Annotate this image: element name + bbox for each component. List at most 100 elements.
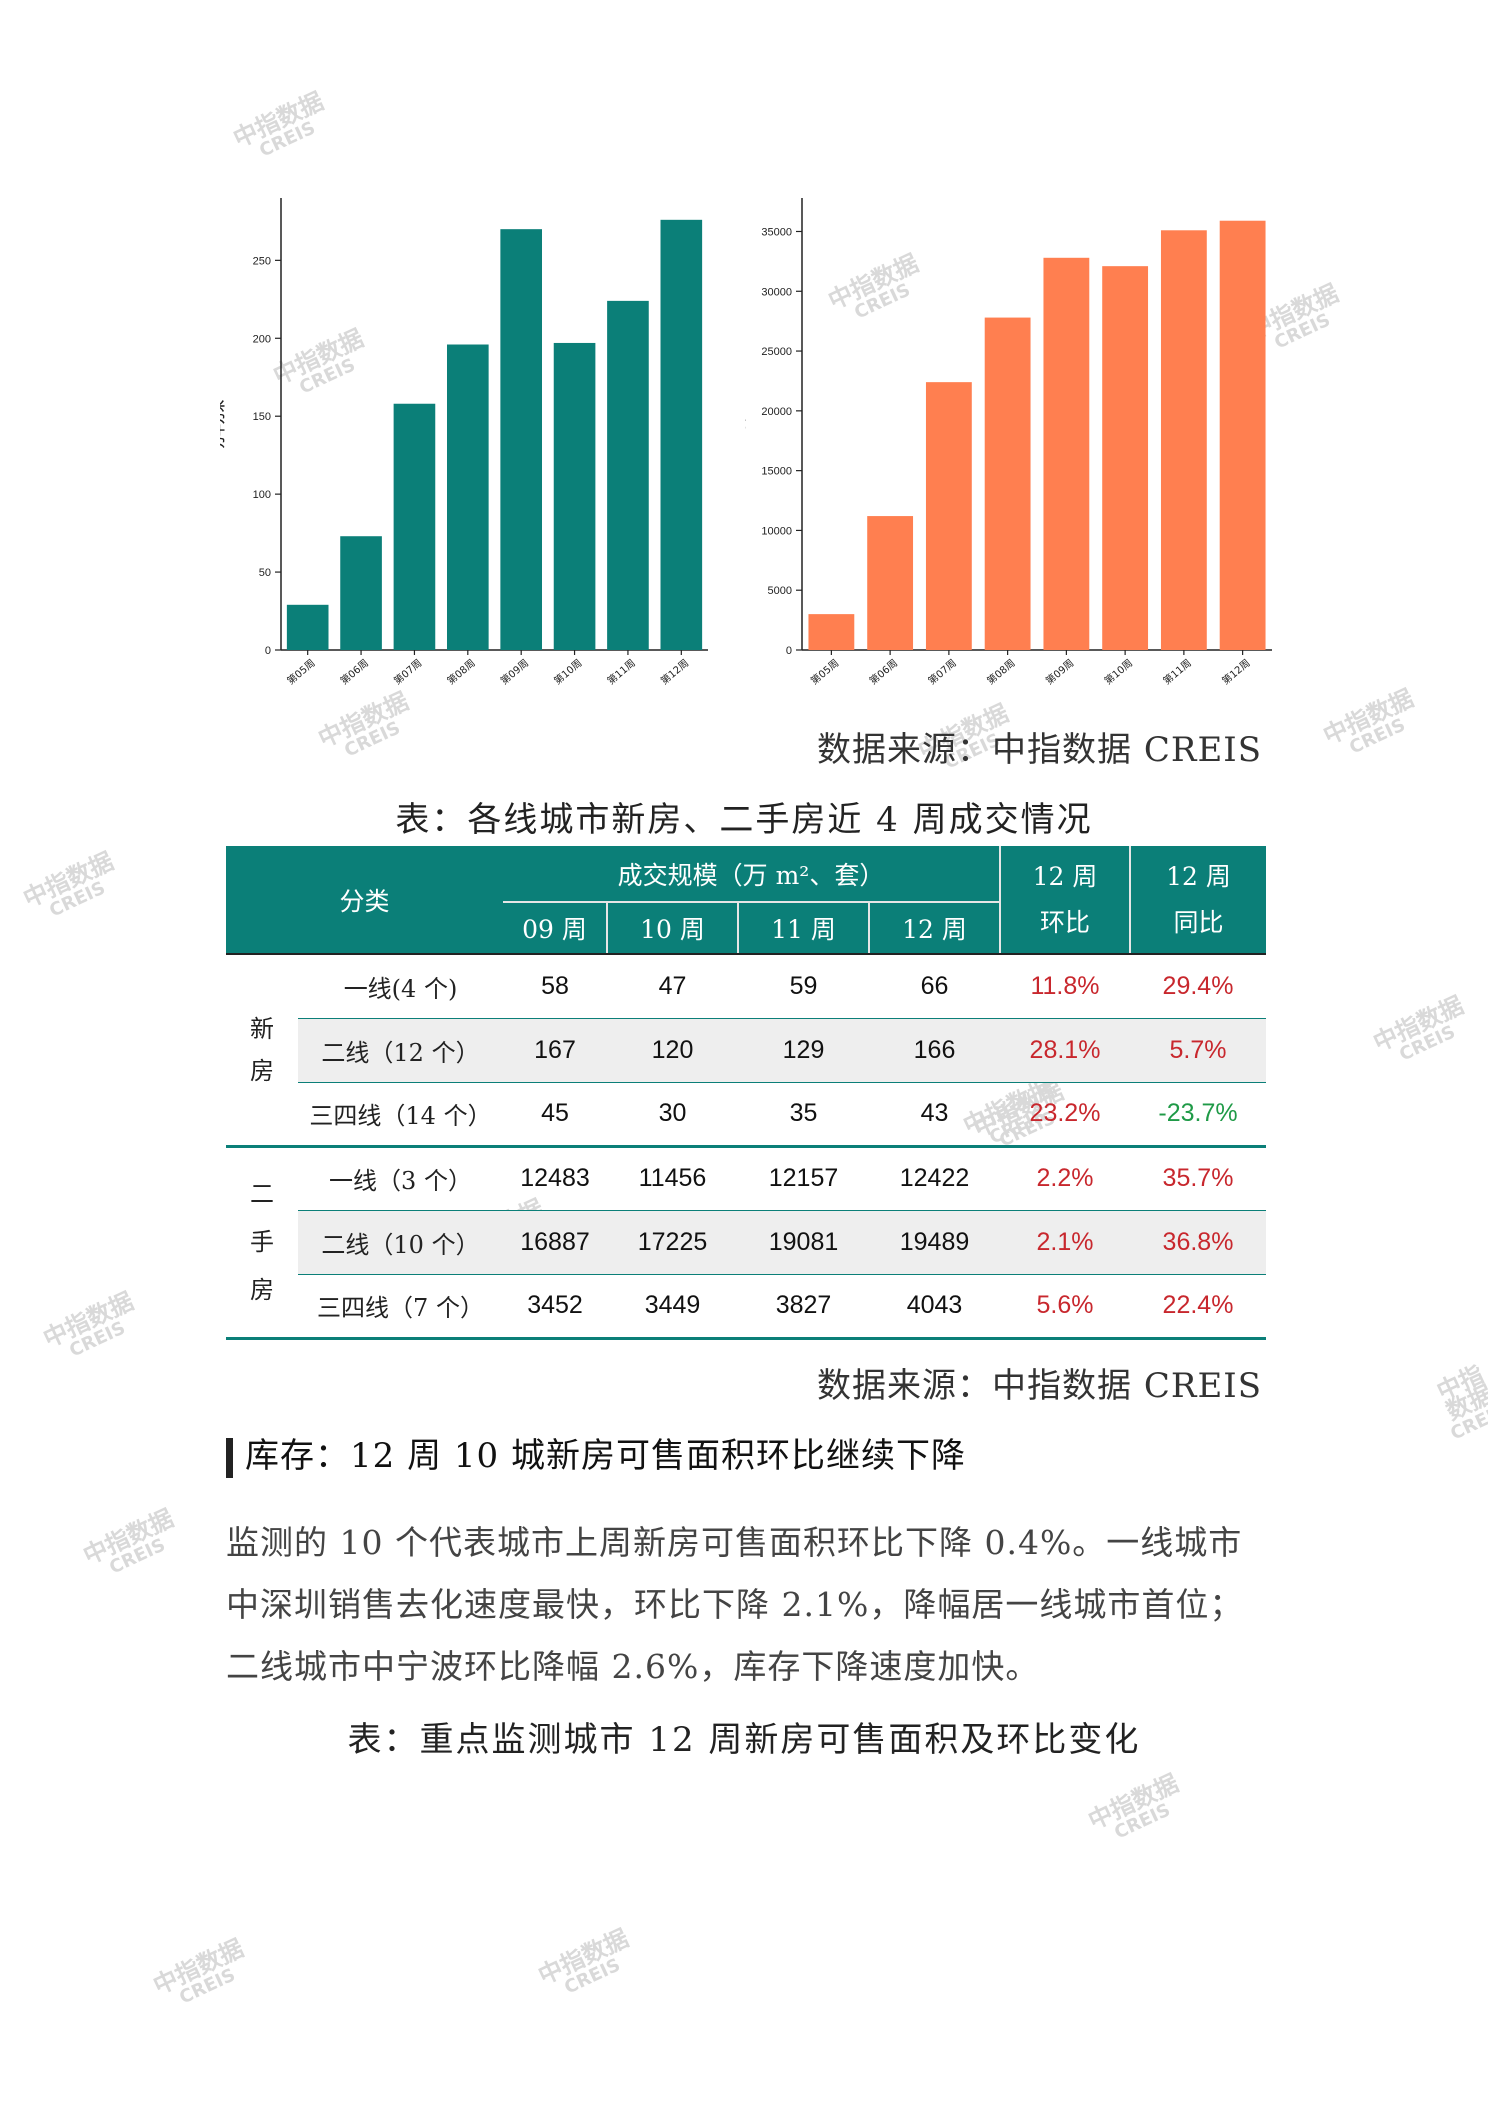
header-yoy-line2: 同比 [1173,907,1224,937]
table-row: 三四线（14 个） 45 30 35 43 23.2% -23.7% [226,1081,1266,1146]
cell-value: 43 [869,1081,1000,1146]
header-mom-line2: 环比 [1039,907,1090,937]
header-week-12: 12 周 [868,902,1000,955]
cell-mom: 23.2% [1000,1081,1130,1146]
cell-value: 19081 [738,1209,869,1274]
header-week-11: 11 周 [737,902,869,955]
bar [1102,266,1149,650]
y-tick-label: 25000 [761,346,792,358]
y-tick-label: 100 [253,489,271,501]
cell-value: 3827 [738,1273,869,1340]
cell-yoy: 22.4% [1130,1273,1266,1340]
cell-value: 16887 [503,1209,607,1274]
new-home-units-bar-chart: 05000100001500020000250003000035000第05周第… [745,198,1272,687]
cell-value: 17225 [607,1209,738,1274]
header-week-09: 09 周 [503,902,607,955]
cell-value: 19489 [869,1209,1000,1274]
cell-value: 120 [607,1017,738,1082]
cell-mom: 2.2% [1000,1144,1130,1210]
cell-yoy: 29.4% [1162,971,1234,1000]
cell-mom: 5.6% [1000,1273,1130,1340]
header-mom: 12 周 环比 [999,846,1130,955]
bar [808,614,855,650]
group-char: 二 [250,1180,274,1208]
y-tick-label: 0 [265,645,271,657]
body-paragraph: 监测的 10 个代表城市上周新房可售面积环比下降 0.4%。一线城市中深圳销售去… [226,1523,1244,1686]
row-label: 二线（12 个） [298,1017,503,1082]
table-row: 新 房 一线(4 个) 58 47 59 66 11.8% 29.4% [226,954,1266,1085]
cell-value: 66 [920,971,949,1000]
cell-value: 47 [658,971,687,1000]
cell-value: 167 [503,1017,607,1082]
row-label: 二线（10 个） [298,1209,503,1274]
row-label: 一线(4 个) [343,974,458,1003]
y-tick-label: 150 [253,411,271,423]
transaction-table: 分类 成交规模（万 m²、套） 12 周 环比 12 周 同比 09 周 10 … [226,846,1266,1340]
group-char: 手 [250,1228,274,1256]
bar [553,342,596,650]
bar [925,382,972,650]
group-char: 房 [250,1056,274,1085]
y-tick-label: 0 [786,645,792,657]
section-heading-text: 库存：12 周 10 城新房可售面积环比继续下降 [245,1436,966,1476]
table-row: 二线（10 个） 16887 17225 19081 19489 2.1% 36… [226,1209,1266,1274]
new-home-area-bar-chart: 050100150200250第05周 第06周 第07周 第08周 第09周 第10周第… [220,198,708,687]
cell-value: 3452 [503,1273,607,1340]
heading-bar [226,1438,233,1478]
x-tick-label: 第05周 [808,656,841,687]
x-tick-label: 第05周 [284,656,317,687]
header-yoy: 12 周 同比 [1129,846,1266,955]
x-tick-label: 第09周 [1043,656,1076,687]
table-title: 表：各线城市新房、二手房近 4 周成交情况 [395,800,1093,840]
cell-value: 11456 [607,1144,738,1210]
header-category: 分类 [226,846,503,955]
row-label: 一线（3 个） [298,1144,503,1210]
bar [1043,257,1090,650]
cell-yoy: 36.8% [1130,1209,1266,1274]
x-tick-label: 第08周 [984,656,1017,687]
table-row: 二线（12 个） 167 120 129 166 28.1% 5.7% [226,1017,1266,1082]
bar [340,536,382,650]
group-char: 房 [250,1276,274,1304]
cell-value: 129 [738,1017,869,1082]
x-tick-label: 第12周 [1219,656,1252,687]
y-tick-label: 35000 [761,226,792,238]
bar [500,229,543,650]
group-label-secondhand: 二 手 房 [226,1144,298,1338]
x-tick-label: 第06周 [867,656,900,687]
chart-source-note: 数据来源：中指数据 CREIS [817,730,1262,770]
x-tick-label: 第11周 [604,656,637,687]
cell-value: 58 [541,971,569,1000]
bar [867,516,914,650]
cell-yoy: -23.7% [1130,1081,1266,1146]
cell-value: 12483 [503,1144,607,1210]
y-axis-label: 万平方米 [220,399,226,449]
cell-mom: 28.1% [1000,1017,1130,1082]
cell-value: 45 [503,1081,607,1146]
cell-yoy: 35.7% [1130,1144,1266,1210]
cell-value: 166 [869,1017,1000,1082]
x-tick-label: 第12周 [658,656,691,687]
cell-value: 4043 [869,1273,1000,1340]
x-tick-label: 第10周 [1102,656,1135,687]
y-axis-label: 套 [745,417,747,431]
x-tick-label: 第09周 [498,656,531,687]
y-tick-label: 5000 [768,585,792,597]
y-tick-label: 20000 [761,406,792,418]
header-scale: 成交规模（万 m²、套） [503,846,1000,903]
cell-value: 3449 [607,1273,738,1340]
cell-value: 59 [789,971,818,1000]
bar [446,344,489,650]
x-tick-label: 第11周 [1160,656,1193,687]
header-yoy-line1: 12 周 [1166,861,1231,891]
x-tick-label: 第10周 [551,656,584,687]
